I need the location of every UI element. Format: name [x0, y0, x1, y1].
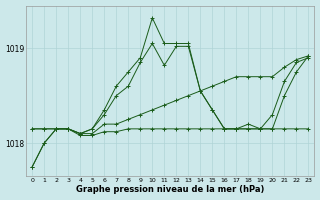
- X-axis label: Graphe pression niveau de la mer (hPa): Graphe pression niveau de la mer (hPa): [76, 185, 265, 194]
